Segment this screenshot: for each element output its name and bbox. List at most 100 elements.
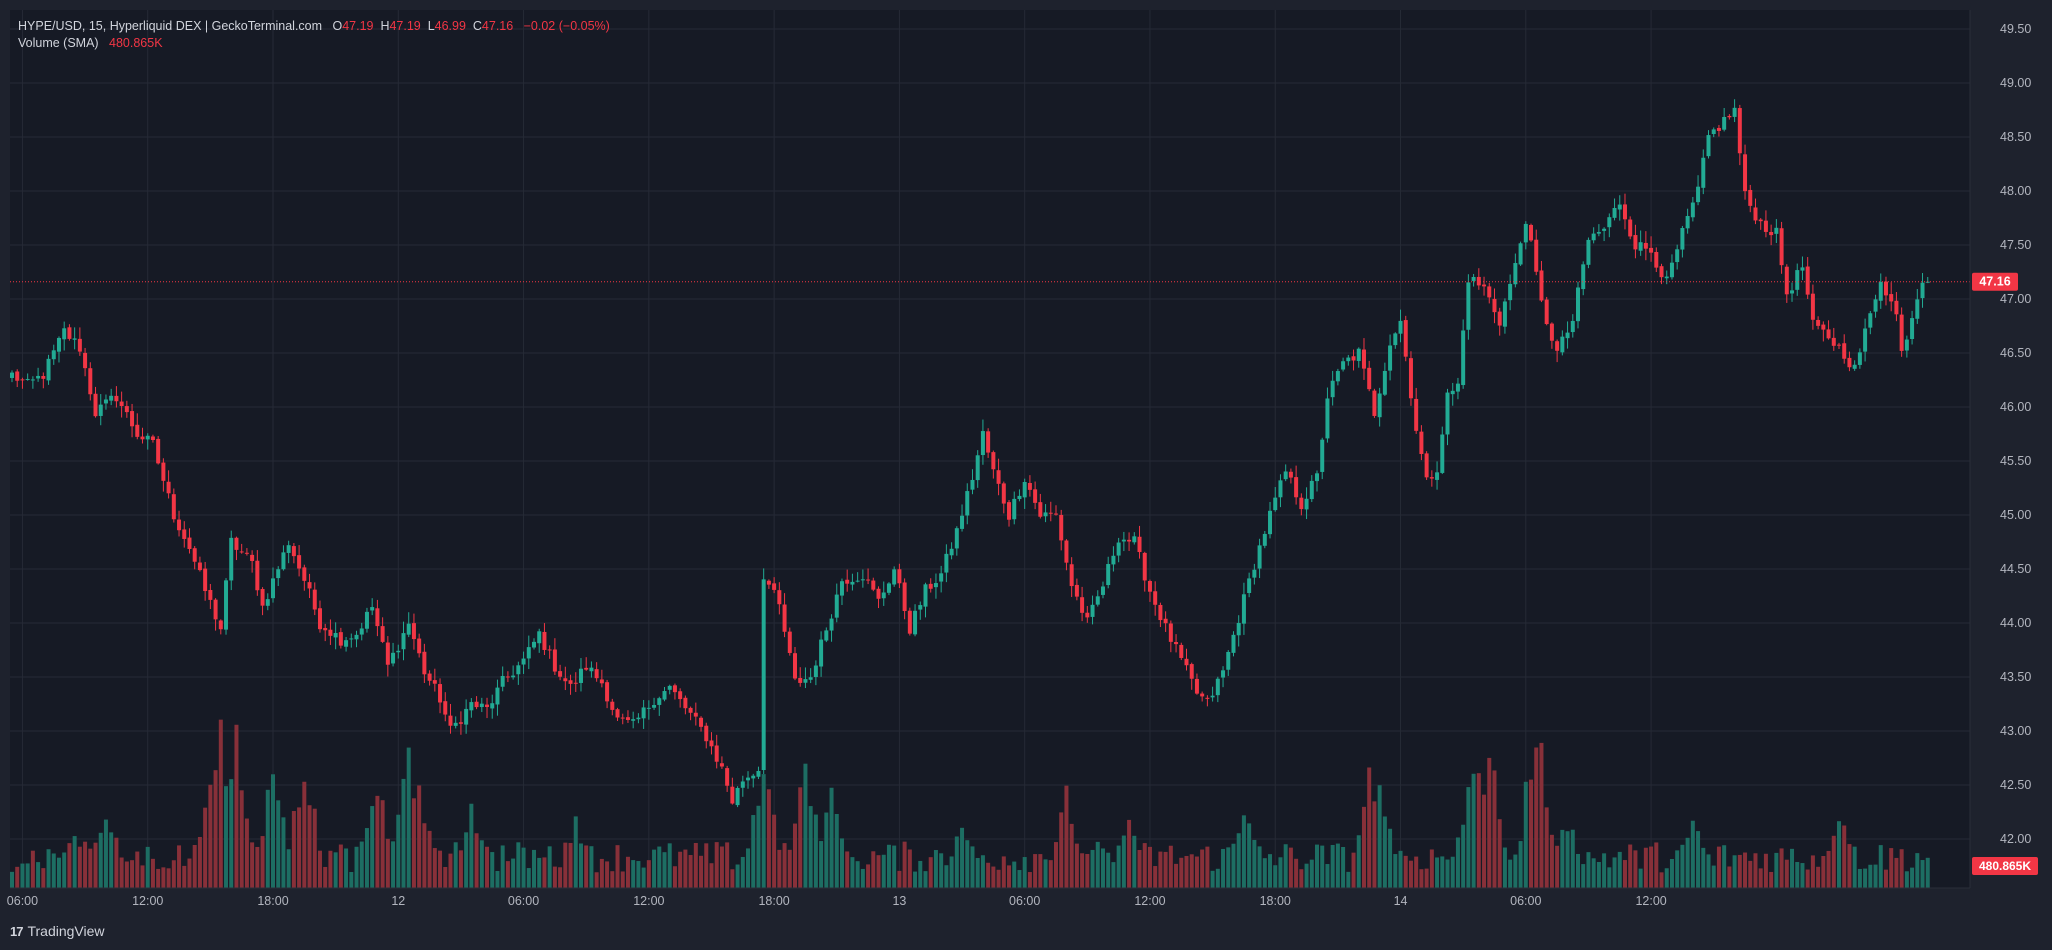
volume-bar [960,827,965,888]
close-label: C [472,19,482,33]
volume-bar [1654,842,1659,888]
volume-bar [537,857,542,888]
volume-bar [1810,855,1815,888]
candle-body [1450,390,1455,395]
candle-body [1837,344,1841,346]
candle-body [1690,202,1695,218]
candle-body [1596,232,1601,234]
candle-body [67,327,72,339]
candle-body [1816,319,1821,326]
volume-bar [1837,821,1841,888]
volume-bar [902,841,907,888]
volume-bar [1920,860,1925,888]
candle-body [1414,398,1419,431]
candle-body [41,376,46,379]
x-tick-label: 12:00 [633,894,664,908]
volume-bar [1529,779,1534,888]
volume-bar [1471,773,1476,888]
volume-bar [1320,845,1325,888]
candle-body [385,642,390,665]
volume-bar [505,861,510,888]
candle-body [845,579,850,584]
candle-body [354,634,359,640]
candle-body [970,479,975,490]
candle-body [1649,247,1654,253]
candle-body [552,649,557,672]
volume-bar [349,872,354,888]
volume-bar [333,852,338,888]
candle-body [1466,282,1471,330]
volume-bar [1899,849,1904,888]
candle-body [338,632,343,646]
candle-body [208,589,213,600]
volume-bar [1330,844,1335,888]
candle-body [370,607,375,611]
y-tick-label: 44.50 [2000,562,2031,576]
candle-body [1659,266,1664,278]
volume-bar [1273,865,1278,888]
candle-body [1743,154,1748,192]
volume-bar [103,819,108,888]
volume-bar [516,842,521,888]
volume-bar [411,798,416,888]
candle-body [751,775,756,779]
candle-body [307,582,312,589]
volume-bar [20,863,25,888]
volume-bar [1492,770,1497,888]
candle-body [631,719,636,721]
volume-bar [77,846,82,888]
tradingview-branding[interactable]: 17 TradingView [10,923,105,939]
candle-body [605,682,610,702]
candle-body [1273,497,1278,511]
volume-bar [203,807,208,888]
volume-bar [1560,829,1565,888]
volume-bar [56,857,61,888]
volume-label[interactable]: Volume (SMA) [18,36,99,50]
candle-body [30,379,35,381]
volume-bar [124,861,129,888]
candle-body [563,678,568,682]
volume-bar [1247,823,1252,888]
candle-body [719,763,724,767]
volume-bar [1581,864,1586,888]
candle-body [1628,219,1633,237]
candle-body [589,667,594,672]
volume-bar [1205,846,1210,888]
volume-bar [1826,850,1831,888]
candle-body [1706,135,1711,157]
volume-bar [552,866,557,888]
volume-bar [1268,854,1273,888]
volume-bar [1001,856,1006,888]
volume-bar [1539,742,1544,888]
volume-bar [1873,864,1878,888]
candle-body [1722,116,1727,130]
volume-bar [297,807,302,888]
candle-body [276,569,281,579]
volume-bar [1299,869,1304,888]
volume-bar [1069,823,1074,888]
volume-bar [1622,860,1627,888]
volume-bar [1722,845,1727,888]
volume-bar [1033,854,1038,888]
candle-body [218,620,223,630]
symbol-title[interactable]: HYPE/USD, 15, Hyperliquid DEX | GeckoTer… [18,19,323,33]
candle-body [239,551,244,553]
candle-body [1482,284,1487,287]
candle-body [469,702,474,711]
volume-bar [218,719,223,888]
candle-body [1320,439,1325,472]
volume-bar [568,842,573,888]
candle-body [866,579,871,581]
candle-body [746,777,751,781]
candle-body [260,589,265,606]
candle-body [166,481,171,494]
volume-bar [1502,847,1507,888]
candle-body [725,768,730,786]
candle-body [1341,361,1346,370]
candle-body [422,651,427,675]
volume-bar [714,842,719,888]
volume-bar [208,784,213,888]
candle-body [1883,281,1888,296]
volume-bar [474,833,479,888]
